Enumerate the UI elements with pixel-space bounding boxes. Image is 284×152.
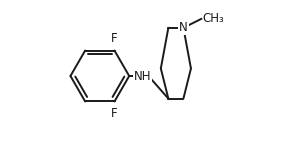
Text: NH: NH (134, 69, 151, 83)
Text: F: F (110, 32, 117, 45)
Text: F: F (110, 107, 117, 120)
Text: N: N (179, 21, 188, 34)
Text: CH₃: CH₃ (203, 12, 224, 25)
